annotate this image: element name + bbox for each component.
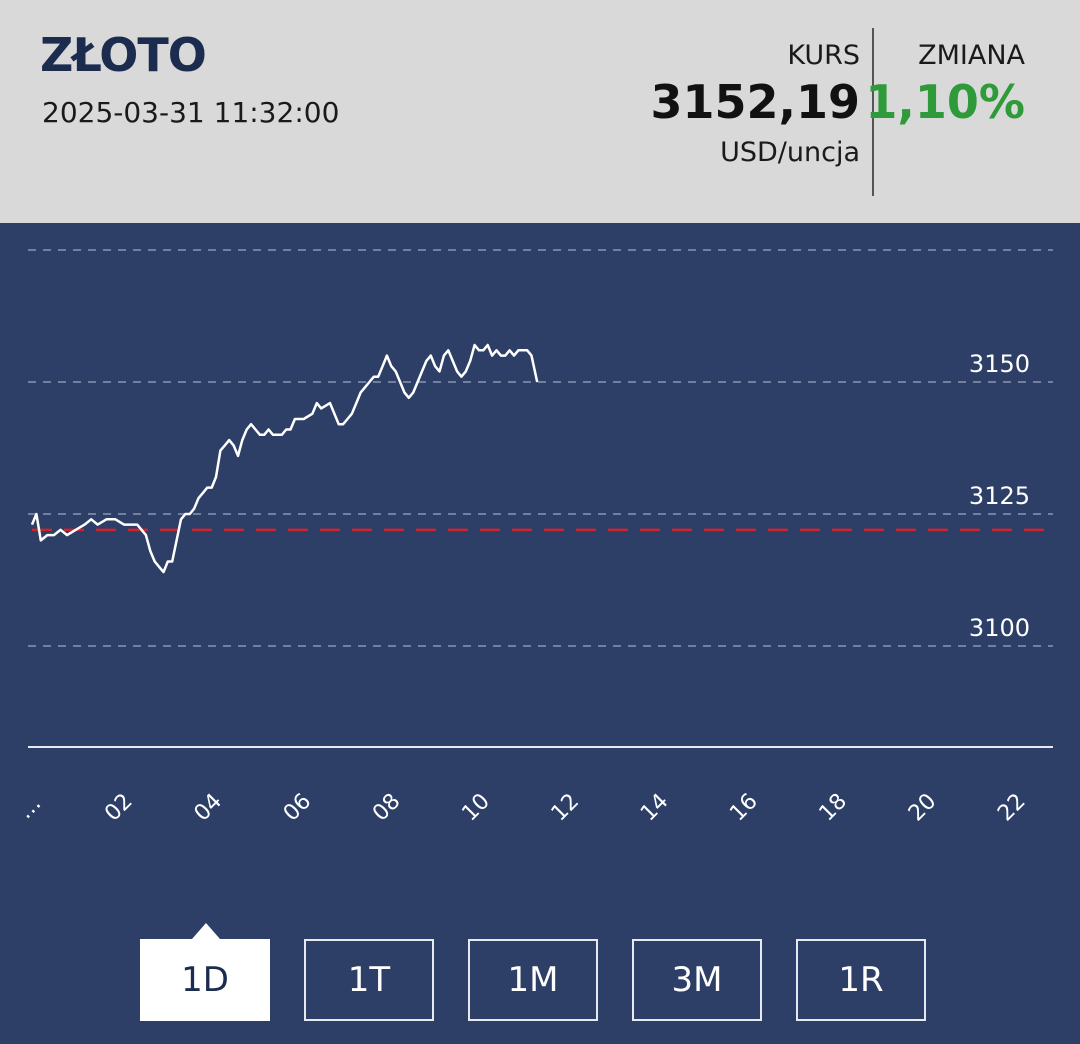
tab-1m[interactable]: 1M bbox=[468, 939, 598, 1021]
series-layer bbox=[30, 343, 539, 574]
tab-3m[interactable]: 3M bbox=[632, 939, 762, 1021]
tab-1d[interactable]: 1D bbox=[140, 939, 270, 1021]
x-tick-label: 16 bbox=[725, 789, 762, 826]
tab-1t[interactable]: 1T bbox=[304, 939, 434, 1021]
x-tick-label: 18 bbox=[815, 789, 852, 826]
y-tick-label: 3125 bbox=[969, 482, 1030, 510]
y-tick-label: 3150 bbox=[969, 350, 1030, 378]
x-tick-label: 10 bbox=[457, 789, 494, 826]
x-tick-label: 20 bbox=[904, 789, 941, 826]
grid-layer: 3100 3125 3150 bbox=[28, 249, 1053, 647]
header-divider bbox=[872, 28, 874, 196]
price-unit: USD/uncja bbox=[720, 137, 860, 168]
x-tick-label: 14 bbox=[636, 789, 673, 826]
x-tick-label: 08 bbox=[368, 789, 405, 826]
change-block: ZMIANA 1,10% bbox=[865, 40, 1025, 129]
x-tick-label: 04 bbox=[190, 789, 227, 826]
price-value: 3152,19 bbox=[650, 75, 860, 129]
y-tick-label: 3100 bbox=[969, 614, 1030, 642]
price-series-line bbox=[30, 343, 539, 574]
x-tick-label: 02 bbox=[100, 789, 137, 826]
change-value: 1,10% bbox=[865, 75, 1025, 129]
x-tick-label: 06 bbox=[279, 789, 316, 826]
instrument-title: ZŁOTO bbox=[40, 28, 207, 82]
x-tick-layer: … 02 04 06 08 10 12 14 16 18 20 22 bbox=[13, 789, 1031, 826]
quote-datetime: 2025-03-31 11:32:00 bbox=[42, 96, 340, 129]
x-tick-label: 12 bbox=[547, 789, 584, 826]
x-tick-label: 22 bbox=[993, 789, 1030, 826]
x-tick-label: … bbox=[13, 791, 46, 824]
tab-1r[interactable]: 1R bbox=[796, 939, 926, 1021]
price-label: KURS bbox=[787, 40, 860, 71]
active-tab-pointer bbox=[192, 923, 220, 939]
price-block: KURS 3152,19 USD/uncja bbox=[650, 40, 860, 168]
price-chart: 3100 3125 3150 … 02 04 06 08 10 12 14 16 18 20 22 bbox=[13, 249, 1053, 826]
header: ZŁOTO 2025-03-31 11:32:00 KURS 3152,19 U… bbox=[0, 0, 1080, 223]
change-label: ZMIANA bbox=[918, 40, 1025, 71]
